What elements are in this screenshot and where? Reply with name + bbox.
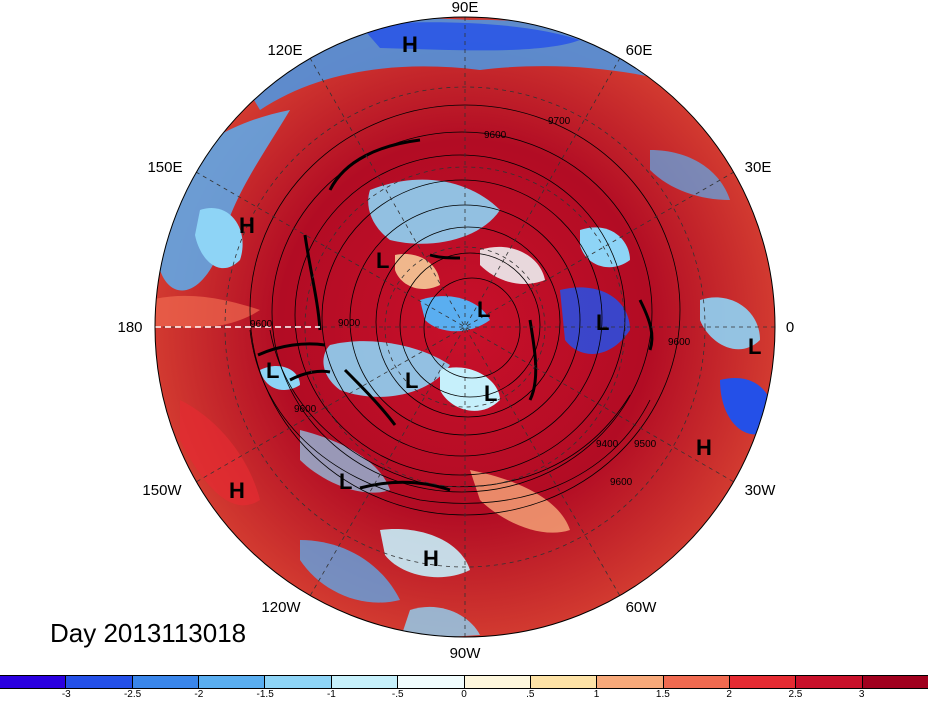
colorbar-tick-label: -2 <box>194 689 204 700</box>
longitude-label-120w: 120W <box>261 599 301 616</box>
colorbar-swatch <box>729 676 797 688</box>
colorbar <box>0 675 928 689</box>
contour-label: 9700 <box>548 116 571 127</box>
colorbar-tick-label: -1.5 <box>256 689 274 700</box>
contour-label: 9400 <box>596 439 619 450</box>
colorbar-tick-label: -3 <box>61 689 71 700</box>
colorbar-swatch <box>0 676 67 688</box>
high-pressure-marker: H <box>402 32 418 57</box>
colorbar-swatch <box>331 676 399 688</box>
low-pressure-marker: L <box>748 334 761 359</box>
colorbar-tick-label: 3 <box>858 689 865 700</box>
colorbar-swatch <box>265 676 332 688</box>
colorbar-tick-label: -.5 <box>391 689 404 700</box>
longitude-label-150e: 150E <box>147 159 182 176</box>
map-border <box>154 16 776 638</box>
colorbar-swatch <box>597 676 664 688</box>
contour-label: 9600 <box>294 404 317 415</box>
colorbar-swatch <box>199 676 266 688</box>
contour-label: 9500 <box>634 439 657 450</box>
contour-label: 9600 <box>610 477 633 488</box>
low-pressure-marker: L <box>484 381 497 406</box>
longitude-label-0: 0 <box>786 319 794 336</box>
colorbar-swatch <box>663 676 730 688</box>
low-pressure-marker: L <box>339 469 352 494</box>
longitude-label-90e: 90E <box>452 0 479 16</box>
low-pressure-marker: L <box>405 368 418 393</box>
colorbar-tick-label: 2.5 <box>788 689 803 700</box>
high-pressure-marker: H <box>239 213 255 238</box>
colorbar-swatch <box>66 676 133 688</box>
colorbar-tick-label: 0 <box>461 689 467 700</box>
contour-label: 9000 <box>338 318 361 329</box>
longitude-label-60w: 60W <box>626 599 658 616</box>
colorbar-tick-label: .5 <box>526 689 535 700</box>
colorbar-swatch <box>530 676 598 688</box>
date-label: Day 2013113018 <box>50 618 247 648</box>
low-pressure-marker: L <box>596 310 609 335</box>
high-pressure-marker: H <box>696 435 712 460</box>
low-pressure-marker: L <box>376 248 389 273</box>
colorbar-swatch <box>132 676 200 688</box>
colorbar-tick-label: -2.5 <box>123 689 142 700</box>
high-pressure-marker: H <box>423 546 439 571</box>
contour-label: 9600 <box>668 337 691 348</box>
longitude-label-30e: 30E <box>745 159 772 176</box>
anomaly-field <box>155 17 775 637</box>
high-pressure-marker: H <box>229 478 245 503</box>
colorbar-tick-label: 1 <box>593 689 600 700</box>
colorbar-tick-label: -1 <box>326 689 336 700</box>
colorbar-tick-labels: -3 -2.5 -2 -1.5 -1 -.5 0 .5 1 1.5 2 2.5 3 <box>0 689 928 702</box>
colorbar-swatch <box>464 676 531 688</box>
jet-streaks <box>257 138 654 492</box>
longitude-label-30w: 30W <box>745 482 777 499</box>
longitude-label-60e: 60E <box>626 42 653 59</box>
longitude-label-150w: 150W <box>142 482 182 499</box>
longitude-label-90w: 90W <box>450 645 482 662</box>
contour-label: 9600 <box>250 319 273 330</box>
contour-label: 9600 <box>484 130 507 141</box>
colorbar-swatch <box>862 676 928 688</box>
colorbar-swatch <box>796 676 863 688</box>
low-pressure-marker: L <box>477 297 490 322</box>
colorbar-tick-label: 2 <box>726 689 732 700</box>
low-pressure-marker: L <box>266 358 279 383</box>
longitude-label-180: 180 <box>117 319 142 336</box>
longitude-label-120e: 120E <box>267 42 302 59</box>
colorbar-tick-label: 1.5 <box>655 689 670 700</box>
colorbar-swatch <box>398 676 465 688</box>
